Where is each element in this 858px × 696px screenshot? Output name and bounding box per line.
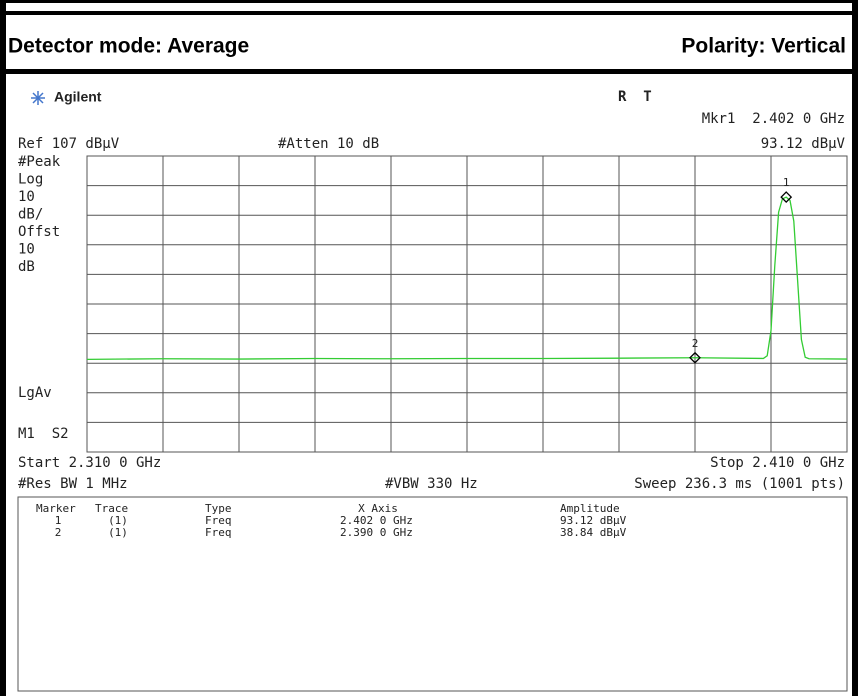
- table-cell: 38.84 dBµV: [560, 526, 627, 539]
- marker: [689, 351, 701, 364]
- top-rule: [0, 11, 858, 15]
- top-border: [0, 0, 858, 3]
- trace-mode: LgAv: [18, 385, 52, 401]
- table-header: Trace: [95, 502, 128, 515]
- logo: [31, 91, 45, 105]
- table-cell: (1): [108, 514, 128, 527]
- table-cell: (1): [108, 526, 128, 539]
- header-rule: [0, 69, 858, 74]
- res-bw: #Res BW 1 MHz: [18, 476, 128, 492]
- table-header: X Axis: [358, 502, 398, 515]
- vbw: #VBW 330 Hz: [385, 476, 478, 492]
- scale-label: 10: [18, 189, 35, 205]
- polarity: Polarity: Vertical: [681, 35, 846, 58]
- marker-table: [17, 496, 848, 692]
- marker-label: 1: [783, 176, 790, 189]
- table-header: Marker: [36, 502, 76, 515]
- left-border: [0, 0, 6, 696]
- marker: [780, 191, 793, 204]
- table-header: Amplitude: [560, 502, 620, 515]
- right-border: [852, 0, 858, 696]
- table-cell: Freq: [205, 526, 232, 539]
- scale-label: #Peak: [18, 154, 61, 170]
- brand: Agilent: [54, 89, 102, 105]
- table-cell: Freq: [205, 514, 232, 527]
- scale-label: 10: [18, 242, 35, 258]
- detector-mode: Detector mode: Average: [8, 35, 249, 58]
- ref-level: Ref 107 dBµV: [18, 136, 120, 152]
- marker-label: 2: [692, 337, 699, 350]
- sweep: Sweep 236.3 ms (1001 pts): [634, 476, 845, 492]
- scale-label: dB/: [18, 207, 43, 223]
- trace: [86, 196, 848, 361]
- table-cell: 93.12 dBµV: [560, 514, 627, 527]
- marker-mode: M1 S2: [18, 426, 69, 442]
- table-cell: 2.390 0 GHz: [340, 526, 413, 539]
- table-cell: 1: [55, 514, 62, 527]
- scale-label: dB: [18, 259, 35, 275]
- scale-label: Offst: [18, 224, 60, 240]
- table-cell: 2: [55, 526, 62, 539]
- stop-freq: Stop 2.410 0 GHz: [710, 455, 845, 471]
- marker-amplitude: 93.12 dBµV: [761, 136, 846, 152]
- table-cell: 2.402 0 GHz: [340, 514, 413, 527]
- table-header: Type: [205, 502, 232, 515]
- scale-label: Log: [18, 172, 43, 188]
- attenuation: #Atten 10 dB: [278, 136, 379, 152]
- marker-readout: Mkr1 2.402 0 GHz: [702, 111, 845, 127]
- status: R T: [618, 89, 652, 105]
- start-freq: Start 2.310 0 GHz: [18, 455, 161, 471]
